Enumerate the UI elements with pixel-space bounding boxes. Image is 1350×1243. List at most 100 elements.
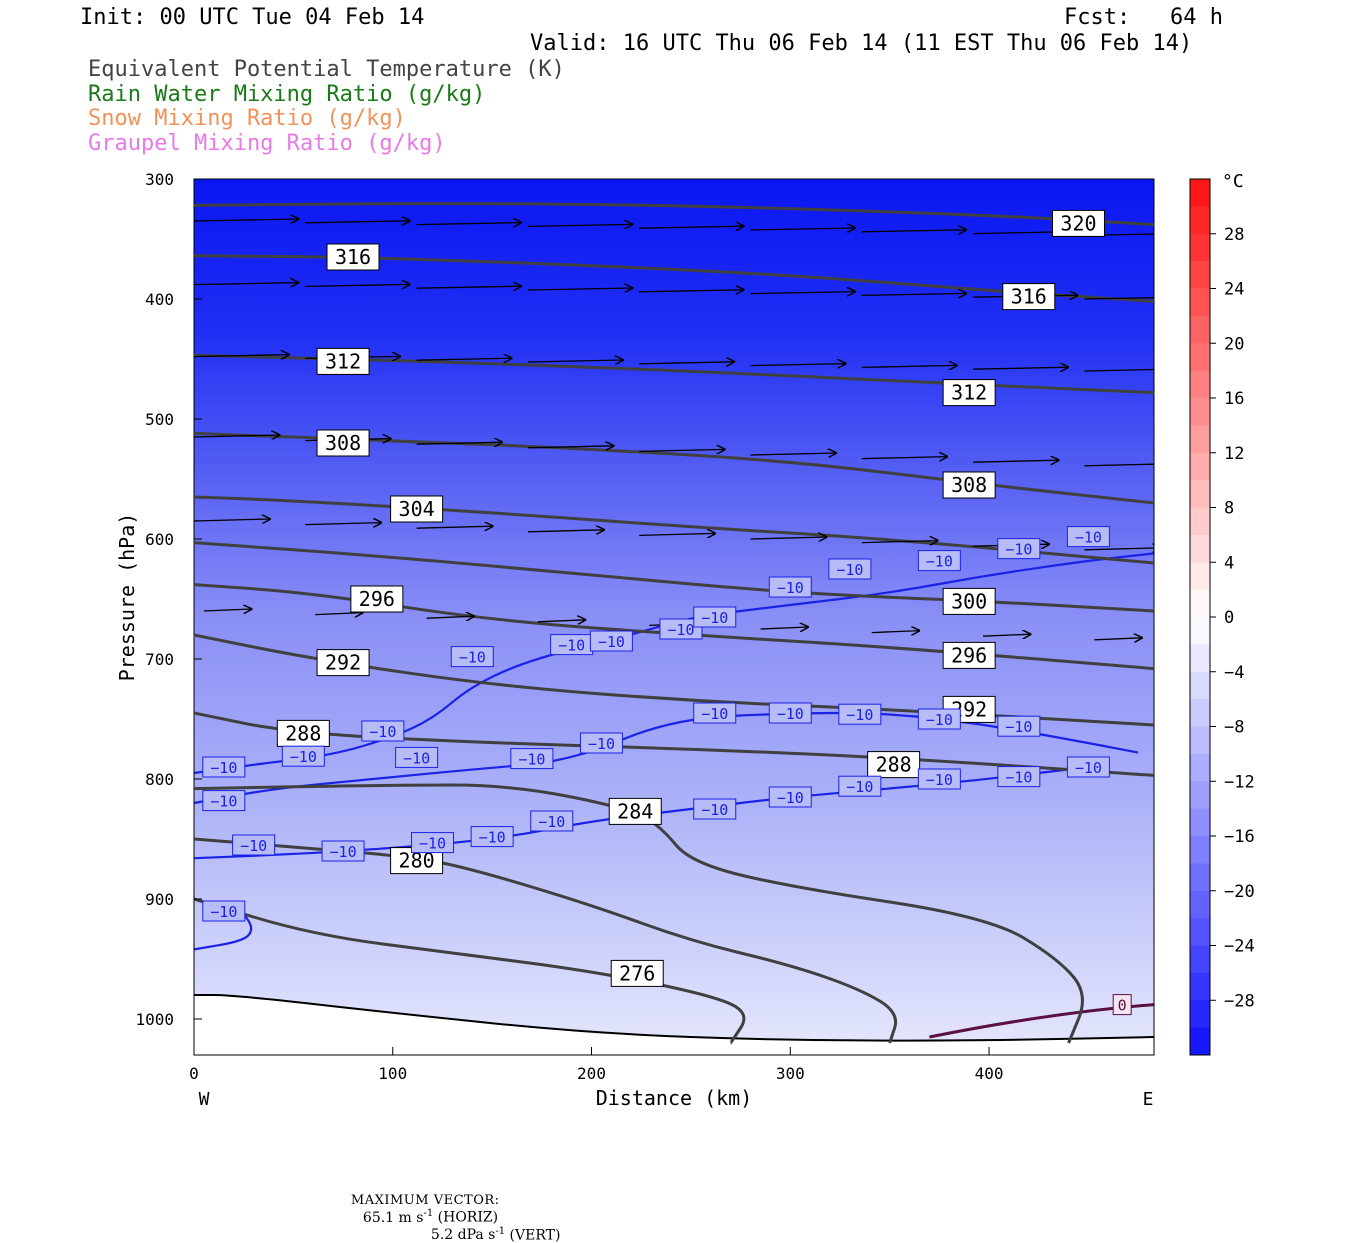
colorbar-tick-label: −20 (1224, 882, 1255, 902)
isotherm-minus10-label: −10 (1066, 526, 1110, 548)
theta-e-contour (194, 783, 1084, 1044)
wind-vector (983, 634, 1031, 636)
colorbar-tick-label: 28 (1224, 225, 1244, 245)
colorbar-tick-label: 8 (1224, 499, 1234, 519)
svg-text:308: 308 (325, 431, 361, 455)
isotherm-minus10-label: −10 (838, 703, 882, 725)
wind-vector (416, 223, 522, 225)
isotherm-minus10-label: −10 (281, 745, 325, 767)
colorbar-bin (1190, 206, 1210, 235)
isotherm-minus10-label: −10 (828, 558, 872, 580)
vert-vector-value: 5.2 dPa s (430, 1227, 496, 1243)
theta-e-label: 296 (942, 641, 996, 669)
wind-vector (750, 292, 856, 294)
wind-vector (639, 226, 744, 228)
theta-e-label: 320 (1051, 209, 1105, 237)
svg-text:316: 316 (335, 245, 371, 269)
svg-text:296: 296 (951, 643, 987, 667)
wind-vector (1094, 638, 1142, 640)
svg-text:−10: −10 (701, 801, 728, 819)
plot-background (194, 179, 1154, 1055)
isotherm-minus10-label: −10 (997, 715, 1041, 737)
svg-text:−10: −10 (836, 561, 863, 579)
terrain-region (194, 995, 1154, 1055)
wind-vector (750, 228, 856, 230)
isotherm-minus10-label: −10 (470, 826, 514, 848)
wind-vector (194, 435, 280, 437)
colorbar-bin (1190, 1027, 1210, 1056)
wind-vector (639, 290, 744, 292)
isotherm-minus10-label: −10 (232, 834, 276, 856)
svg-text:−10: −10 (926, 711, 953, 729)
wind-vector (527, 288, 633, 290)
svg-text:0: 0 (1118, 997, 1127, 1015)
svg-text:−10: −10 (777, 705, 804, 723)
wind-vector (416, 442, 503, 444)
wind-vector (203, 609, 252, 611)
svg-text:−10: −10 (588, 735, 615, 753)
svg-text:−10: −10 (1075, 529, 1102, 547)
wind-vector (639, 449, 725, 451)
x-tick-label: 0 (189, 1064, 199, 1083)
theta-e-label: 316 (326, 243, 380, 271)
svg-text:300: 300 (951, 589, 987, 613)
wind-vector (750, 364, 846, 366)
wind-vector (750, 537, 827, 539)
svg-text:−10: −10 (1005, 541, 1032, 559)
colorbar-tick-label: −12 (1224, 772, 1255, 792)
init-time: Init: 00 UTC Tue 04 Feb 14 (80, 5, 425, 30)
theta-e-label: 312 (316, 347, 370, 375)
horiz-exponent: -1 (423, 1208, 434, 1219)
svg-text:−10: −10 (210, 903, 237, 921)
colorbar-tick-label: −24 (1224, 937, 1255, 957)
svg-text:288: 288 (876, 753, 912, 777)
colorbar-bin (1190, 753, 1210, 782)
theta-e-label: 276 (610, 959, 664, 987)
theta-e-label: 288 (867, 751, 921, 779)
svg-text:284: 284 (617, 799, 653, 823)
colorbar-tick-label: 24 (1224, 280, 1244, 300)
wind-vector (861, 541, 938, 543)
wind-vector (194, 283, 299, 285)
svg-text:312: 312 (951, 381, 987, 405)
svg-text:296: 296 (359, 587, 395, 611)
svg-text:−10: −10 (846, 778, 873, 796)
theta-e-label: 296 (350, 585, 404, 613)
colorbar-bin (1190, 644, 1210, 673)
isotherm-minus10-label: −10 (450, 646, 494, 668)
wind-vector (639, 362, 734, 364)
wind-vector (1084, 463, 1154, 467)
wind-vector (305, 221, 410, 223)
x-end-label-east: E (1143, 1089, 1154, 1110)
wind-vector (1084, 368, 1154, 372)
svg-text:−10: −10 (330, 843, 357, 861)
svg-text:312: 312 (325, 349, 361, 373)
wind-vector (750, 453, 837, 455)
legend-rain: Rain Water Mixing Ratio (g/kg) (88, 82, 486, 107)
theta-e-contour (194, 897, 746, 1044)
isotherm-minus10-label: −10 (550, 634, 594, 656)
wind-vector (194, 355, 289, 357)
colorbar-bin (1190, 507, 1210, 536)
y-tick-label: 400 (145, 290, 174, 309)
wind-vector (973, 367, 1068, 369)
isotherm-minus10-label: −10 (693, 702, 737, 724)
isotherm-minus10-line (194, 912, 253, 951)
svg-text:316: 316 (1011, 285, 1047, 309)
y-tick-label: 1000 (135, 1010, 174, 1029)
colorbar-tick-label: −28 (1224, 991, 1255, 1011)
wind-vector (194, 219, 299, 221)
svg-text:−10: −10 (210, 759, 237, 777)
isotherm-minus10-label: −10 (202, 756, 246, 778)
colorbar-bin (1190, 370, 1210, 399)
colorbar-bin (1190, 343, 1210, 372)
svg-text:−10: −10 (926, 771, 953, 789)
y-tick-label: 800 (145, 770, 174, 789)
svg-text:−10: −10 (210, 793, 237, 811)
colorbar-bin (1190, 617, 1210, 645)
forecast-hour: Fcst: 64 h (1064, 5, 1223, 30)
svg-text:−10: −10 (459, 649, 486, 667)
isotherm-minus10-label: −10 (411, 832, 455, 854)
isotherm-minus10-label: −10 (321, 840, 365, 862)
svg-text:−10: −10 (518, 751, 545, 769)
